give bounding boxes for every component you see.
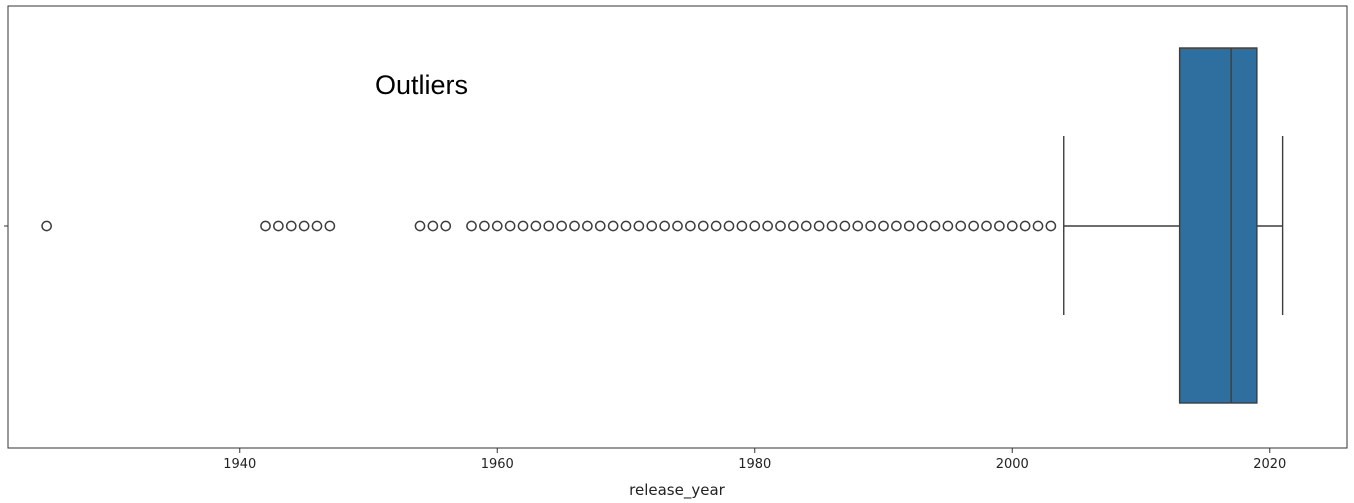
x-axis-label: release_year: [629, 481, 725, 500]
iqr-box: [1178, 47, 1258, 404]
outliers-annotation: Outliers: [375, 70, 468, 100]
outlier-point: [723, 220, 735, 232]
outlier-point: [788, 220, 799, 232]
outlier-point: [800, 220, 812, 232]
outlier-point: [633, 220, 645, 232]
x-tick-label: 1960: [481, 457, 514, 472]
outlier-point: [981, 220, 992, 232]
outlier-point: [839, 220, 851, 232]
outlier-point: [594, 220, 606, 232]
outlier-point: [762, 220, 773, 232]
outlier-point: [775, 220, 786, 232]
x-tick-label: 2020: [1253, 457, 1286, 472]
outlier-point: [852, 220, 864, 232]
outlier-point: [1045, 220, 1057, 232]
outlier-point: [710, 220, 722, 232]
outlier-point: [736, 220, 748, 232]
outlier-point: [517, 220, 529, 232]
outlier-point: [569, 220, 580, 232]
outlier-point: [942, 220, 954, 232]
outlier-point: [672, 220, 683, 232]
outlier-point: [685, 220, 696, 232]
x-tick-label: 1980: [738, 457, 771, 472]
outlier-point: [556, 220, 567, 232]
plot-area: [41, 47, 1284, 404]
outlier-point: [697, 220, 709, 232]
outlier-point: [41, 220, 52, 232]
outlier-point: [543, 220, 555, 232]
outlier-point: [865, 220, 876, 232]
outlier-point: [1032, 220, 1044, 232]
outlier-point: [659, 220, 670, 232]
outlier-point: [903, 220, 915, 232]
outlier-point: [749, 220, 761, 232]
outlier-point: [620, 220, 632, 232]
outlier-point: [530, 220, 542, 232]
outlier-point: [311, 220, 323, 232]
x-axis: 1940 1960 1980 2000 2020: [4, 5, 1348, 472]
outlier-point: [968, 220, 979, 232]
outlier-point: [994, 220, 1005, 232]
outlier-point: [273, 220, 284, 232]
outlier-point: [414, 220, 426, 232]
outlier-point: [298, 220, 310, 232]
outlier-point: [607, 220, 619, 232]
outlier-point: [646, 220, 658, 232]
outlier-point: [479, 220, 490, 232]
outlier-point: [826, 220, 838, 232]
outlier-point: [891, 220, 902, 232]
plot-frame: [7, 5, 1348, 449]
x-tick-label: 1940: [223, 457, 256, 472]
outlier-point: [955, 220, 967, 232]
outlier-point: [1019, 220, 1031, 232]
outlier-point: [260, 220, 271, 232]
outlier-point: [878, 220, 889, 232]
outlier-point: [504, 220, 516, 232]
outlier-point: [491, 220, 503, 232]
outlier-point: [1006, 220, 1018, 232]
outlier-point: [466, 220, 477, 232]
outlier-point: [813, 220, 825, 232]
outlier-point: [582, 220, 593, 232]
outlier-point: [440, 220, 452, 232]
outlier-point: [285, 220, 297, 232]
outlier-point: [324, 220, 336, 232]
outlier-point: [427, 220, 439, 232]
x-tick-label: 2000: [996, 457, 1029, 472]
outlier-point: [916, 220, 928, 232]
outlier-point: [929, 220, 941, 232]
